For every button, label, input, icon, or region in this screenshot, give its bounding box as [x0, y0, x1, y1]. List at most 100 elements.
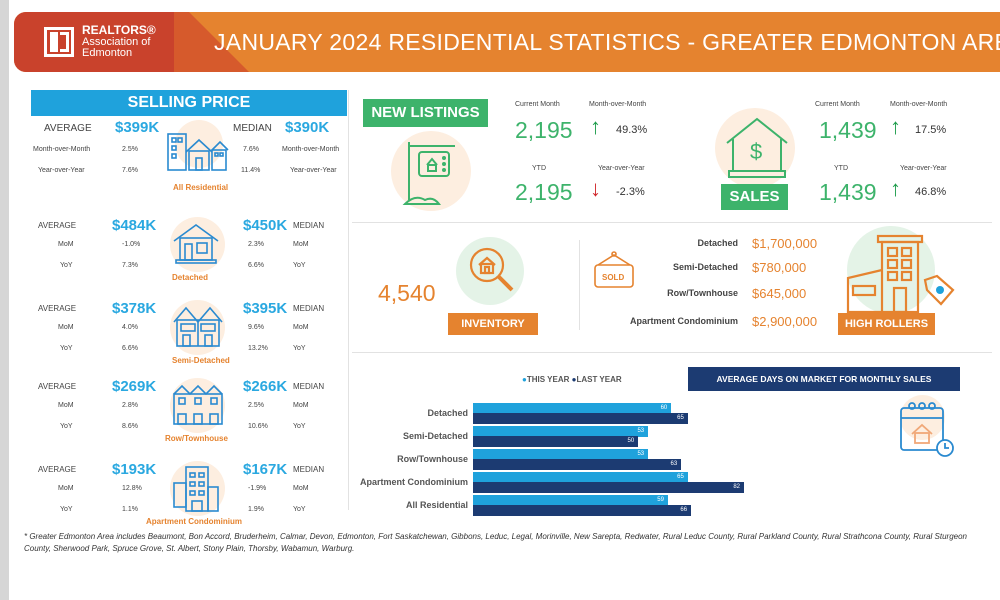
divider-horizontal — [352, 222, 992, 223]
logo-line3: Edmonton — [82, 47, 133, 59]
high-roller-price: $2,900,000 — [752, 314, 818, 329]
selling-price-title: SELLING PRICE — [31, 90, 347, 116]
med-yoy: 6.6% — [248, 262, 264, 269]
median-price: $395K — [243, 300, 288, 317]
high-roller-type: Semi-Detached — [672, 262, 738, 272]
category-name: Row/Townhouse — [165, 434, 228, 443]
sold-sign-icon: SOLD — [594, 251, 634, 288]
average-label: AVERAGE — [38, 304, 77, 313]
chart-bar-last-year: 63 — [473, 459, 682, 470]
divider-vertical — [348, 90, 349, 510]
average-price: $193K — [112, 461, 157, 478]
average-price: $269K — [112, 378, 157, 395]
header-banner: REALTORS® Association of Edmonton JANUAR… — [14, 12, 1000, 72]
chart-bar-this-year: 59 — [473, 495, 668, 506]
inventory-badge: INVENTORY — [448, 313, 538, 335]
chart-bar-this-year: 65 — [473, 472, 688, 483]
logo-line2: Association of — [82, 36, 151, 48]
yoy-label-right: YoY — [293, 262, 306, 269]
arrow-down-icon: ↓ — [590, 176, 601, 201]
logo-text: REALTORS® Association of Edmonton — [82, 23, 156, 59]
chart-bar-this-year: 60 — [473, 403, 672, 414]
median-price: $390K — [285, 119, 330, 136]
average-label: AVERAGE — [38, 382, 77, 391]
sales-yoy-value: 46.8% — [915, 186, 947, 198]
med-mom: 7.6% — [243, 146, 259, 153]
chart-bar-value: 53 — [637, 428, 645, 434]
avg-yoy: 8.6% — [122, 423, 138, 430]
high-roller-price: $780,000 — [752, 260, 807, 275]
med-mom: -1.9% — [248, 485, 267, 492]
average-price: $378K — [112, 300, 157, 317]
chart-bar-value: 60 — [660, 405, 668, 411]
mom-label: Month-over-Month — [33, 146, 91, 153]
magnifier-house-icon — [469, 247, 514, 292]
chart-bar-last-year: 65 — [473, 413, 688, 424]
legend-this-year: THIS YEAR — [526, 375, 570, 384]
nl-ytd-label: YTD — [532, 165, 546, 172]
arrow-up-icon: ↑ — [890, 176, 901, 201]
average-price: $484K — [112, 217, 157, 234]
category-name: Detached — [172, 273, 209, 282]
med-mom: 9.6% — [248, 324, 264, 331]
detached-house-icon — [173, 224, 219, 264]
mom-label: MoM — [58, 402, 74, 409]
yoy-label: YoY — [60, 506, 73, 513]
nl-mom-value: 49.3% — [616, 124, 648, 136]
inventory-value: 4,540 — [378, 280, 436, 306]
chart-bar-value: 50 — [627, 438, 635, 444]
median-price: $450K — [243, 217, 288, 234]
arrow-up-icon: ↑ — [590, 114, 601, 139]
new-listings-badge: NEW LISTINGS — [363, 99, 488, 127]
mom-label-right: MoM — [293, 485, 309, 492]
high-roller-price: $1,700,000 — [752, 236, 818, 251]
realtor-r-logo-icon — [44, 27, 74, 57]
med-mom: 2.3% — [248, 241, 264, 248]
median-label: MEDIAN — [233, 123, 272, 134]
logo-line1: REALTORS® — [82, 23, 156, 37]
chart-category-label: Semi-Detached — [402, 431, 468, 441]
mom-label: MoM — [58, 324, 74, 331]
building-price-tag-icon — [846, 234, 955, 314]
page-title: JANUARY 2024 RESIDENTIAL STATISTICS - GR… — [214, 29, 1000, 55]
legend-dot-last-year: ● — [571, 375, 577, 384]
high-rollers-badge: HIGH ROLLERS — [838, 313, 935, 335]
category-name: Apartment Condominium — [146, 517, 242, 526]
mom-label: MoM — [58, 485, 74, 492]
arrow-up-icon: ↑ — [890, 114, 901, 139]
nl-ytd-value: 2,195 — [515, 179, 573, 205]
divider-horizontal-2 — [352, 352, 992, 353]
median-price: $266K — [243, 378, 288, 395]
yoy-label-right: Year-over-Year — [290, 167, 337, 174]
high-roller-price: $645,000 — [752, 286, 807, 301]
avg-mom: 4.0% — [122, 324, 138, 331]
chart-category-label: Row/Townhouse — [397, 454, 468, 464]
all-residential-icon — [167, 133, 229, 171]
sales-badge: SALES — [721, 184, 788, 210]
chart-bar-this-year: 53 — [473, 426, 649, 437]
average-label: AVERAGE — [44, 123, 92, 134]
svg-text:$: $ — [750, 139, 762, 164]
med-mom: 2.5% — [248, 402, 264, 409]
mom-label-right: MoM — [293, 324, 309, 331]
median-label: MEDIAN — [293, 465, 325, 474]
average-price: $399K — [115, 119, 160, 136]
mom-label-right: MoM — [293, 241, 309, 248]
category-name: Semi-Detached — [172, 356, 230, 365]
chart-bar-value: 53 — [637, 451, 645, 457]
apartment-building-icon — [173, 466, 219, 512]
yoy-label: YoY — [60, 423, 73, 430]
chart-legend: ●THIS YEAR ●LAST YEAR — [522, 375, 622, 384]
sales-mom-value: 17.5% — [915, 124, 947, 136]
median-label: MEDIAN — [293, 221, 325, 230]
footnote: * Greater Edmonton Area includes Beaumon… — [24, 532, 967, 553]
chart-bar-value: 66 — [680, 507, 688, 513]
semi-detached-house-icon — [173, 306, 223, 347]
nl-current-month-value: 2,195 — [515, 117, 573, 143]
med-yoy: 11.4% — [241, 167, 261, 174]
category-name: All Residential — [173, 183, 229, 192]
average-label: AVERAGE — [38, 465, 77, 474]
avg-yoy: 7.3% — [122, 262, 138, 269]
med-yoy: 1.9% — [248, 506, 264, 513]
yoy-label-right: YoY — [293, 506, 306, 513]
